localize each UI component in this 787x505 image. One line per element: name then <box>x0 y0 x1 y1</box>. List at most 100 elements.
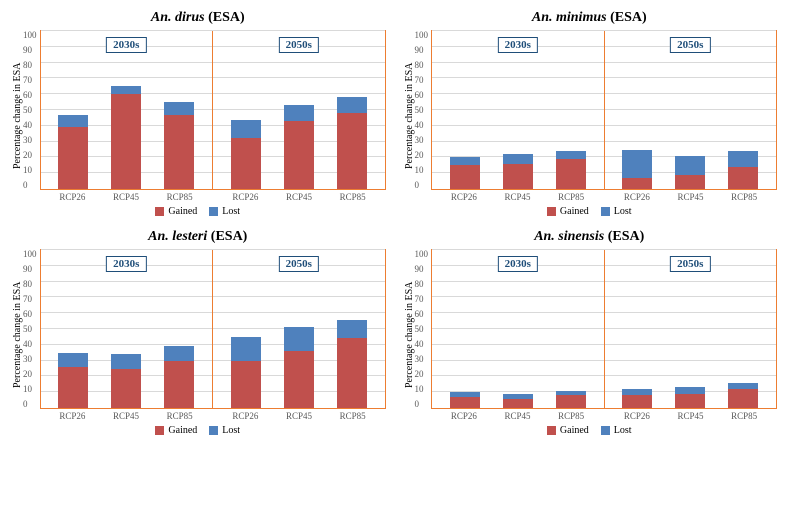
plot-outer: 2030s2050sRCP26RCP45RCP85RCP26RCP45RCP85 <box>431 249 777 421</box>
y-tick: 60 <box>23 90 37 100</box>
x-labels-group: RCP26RCP45RCP85 <box>604 409 777 421</box>
segment-lost <box>728 151 758 167</box>
y-tick: 50 <box>23 324 37 334</box>
period-label: 2050s <box>670 37 710 53</box>
y-tick: 100 <box>415 30 429 40</box>
bar <box>622 389 652 408</box>
legend-label: Gained <box>168 425 197 436</box>
x-axis: RCP26RCP45RCP85RCP26RCP45RCP85 <box>431 190 777 202</box>
bars-row <box>41 250 213 408</box>
x-labels-group: RCP26RCP45RCP85 <box>40 190 213 202</box>
legend-item: Gained <box>547 206 589 217</box>
segment-lost <box>58 353 88 367</box>
y-tick: 0 <box>415 180 429 190</box>
y-tick: 0 <box>23 180 37 190</box>
x-tick-label: RCP45 <box>284 190 314 202</box>
x-tick-label: RCP85 <box>165 409 195 421</box>
species-name: An. sinensis <box>534 229 604 244</box>
x-tick-label: RCP26 <box>622 190 652 202</box>
segment-lost <box>675 156 705 175</box>
panel: An. lesteri (ESA) Percentage change in ES… <box>10 229 386 436</box>
segment-gained <box>503 399 533 408</box>
segment-lost <box>556 151 586 159</box>
y-tick: 40 <box>415 339 429 349</box>
y-tick: 40 <box>23 339 37 349</box>
bar <box>231 337 261 408</box>
x-labels-group: RCP26RCP45RCP85 <box>213 409 386 421</box>
legend-swatch <box>601 207 610 216</box>
y-tick: 60 <box>415 309 429 319</box>
x-tick-label: RCP45 <box>111 190 141 202</box>
y-axis-label: Percentage change in ESA <box>402 249 415 421</box>
panel-title: An. dirus (ESA) <box>151 10 245 26</box>
bar <box>503 394 533 408</box>
segment-lost <box>231 337 261 361</box>
panel: An. dirus (ESA)Percentage change in ESA0… <box>10 10 386 217</box>
chart-wrap: Percentage change in ESA0102030405060708… <box>10 30 386 202</box>
x-tick-label: RCP26 <box>622 409 652 421</box>
y-tick: 30 <box>23 354 37 364</box>
y-tick: 100 <box>23 30 37 40</box>
segment-gained <box>164 361 194 408</box>
x-tick-label: RCP45 <box>502 190 532 202</box>
segment-gained <box>450 397 480 408</box>
legend-swatch <box>209 207 218 216</box>
bars-row <box>41 31 213 189</box>
segment-lost <box>622 150 652 178</box>
period-group: 2030s <box>432 31 605 189</box>
legend-label: Gained <box>560 206 589 217</box>
segment-gained <box>556 159 586 189</box>
segment-gained <box>675 394 705 408</box>
period-group: 2050s <box>213 31 385 189</box>
y-tick: 30 <box>415 135 429 145</box>
period-group: 2050s <box>605 250 777 408</box>
period-label: 2030s <box>106 256 146 272</box>
plot-outer: 2030s2050sRCP26RCP45RCP85RCP26RCP45RCP85 <box>40 30 386 202</box>
bar <box>284 105 314 189</box>
x-tick-label: RCP26 <box>449 190 479 202</box>
y-axis-label: Percentage change in ESA <box>402 30 415 202</box>
plot-area: 2030s 2050s <box>431 249 777 409</box>
legend-swatch <box>601 426 610 435</box>
period-group: 2030s <box>41 250 214 408</box>
bars-row <box>605 31 777 189</box>
legend-item: Gained <box>155 425 197 436</box>
segment-lost <box>111 354 141 368</box>
y-tick: 90 <box>23 264 37 274</box>
period-label: 2050s <box>279 37 319 53</box>
x-tick-label: RCP26 <box>230 190 260 202</box>
segment-gained <box>231 361 261 408</box>
bar <box>58 115 88 189</box>
segment-lost <box>231 120 261 139</box>
segment-lost <box>58 115 88 128</box>
segment-gained <box>284 351 314 408</box>
y-tick: 100 <box>415 249 429 259</box>
legend-item: Lost <box>209 425 240 436</box>
y-tick: 10 <box>23 384 37 394</box>
plot-area: 2030s2050s <box>40 249 386 409</box>
chart-wrap: Percentage change in ESA0102030405060708… <box>402 249 778 421</box>
bar <box>111 354 141 408</box>
plot-area: 2030s2050s <box>40 30 386 190</box>
segment-lost <box>337 320 367 339</box>
x-tick-label: RCP45 <box>675 190 705 202</box>
y-tick: 80 <box>415 60 429 70</box>
y-axis-label: Percentage change in ESA <box>10 249 23 421</box>
panel-title: An. lesteri (ESA) <box>148 229 247 245</box>
y-tick: 80 <box>23 279 37 289</box>
y-tick: 40 <box>415 120 429 130</box>
plot-area: 2030s 2050s <box>431 30 777 190</box>
x-tick-label: RCP45 <box>111 409 141 421</box>
segment-gained <box>450 165 480 189</box>
x-axis: RCP26RCP45RCP85RCP26RCP45RCP85 <box>40 190 386 202</box>
title-suffix: (ESA) <box>608 229 645 244</box>
period-label: 2030s <box>498 256 538 272</box>
x-tick-label: RCP85 <box>338 409 368 421</box>
y-tick: 50 <box>415 324 429 334</box>
x-labels-group: RCP26RCP45RCP85 <box>40 409 213 421</box>
plot-outer: 2030s2050sRCP26RCP45RCP85RCP26RCP45RCP85 <box>40 249 386 421</box>
y-tick: 60 <box>415 90 429 100</box>
segment-lost <box>284 105 314 121</box>
legend-item: Gained <box>155 206 197 217</box>
segment-gained <box>728 389 758 408</box>
